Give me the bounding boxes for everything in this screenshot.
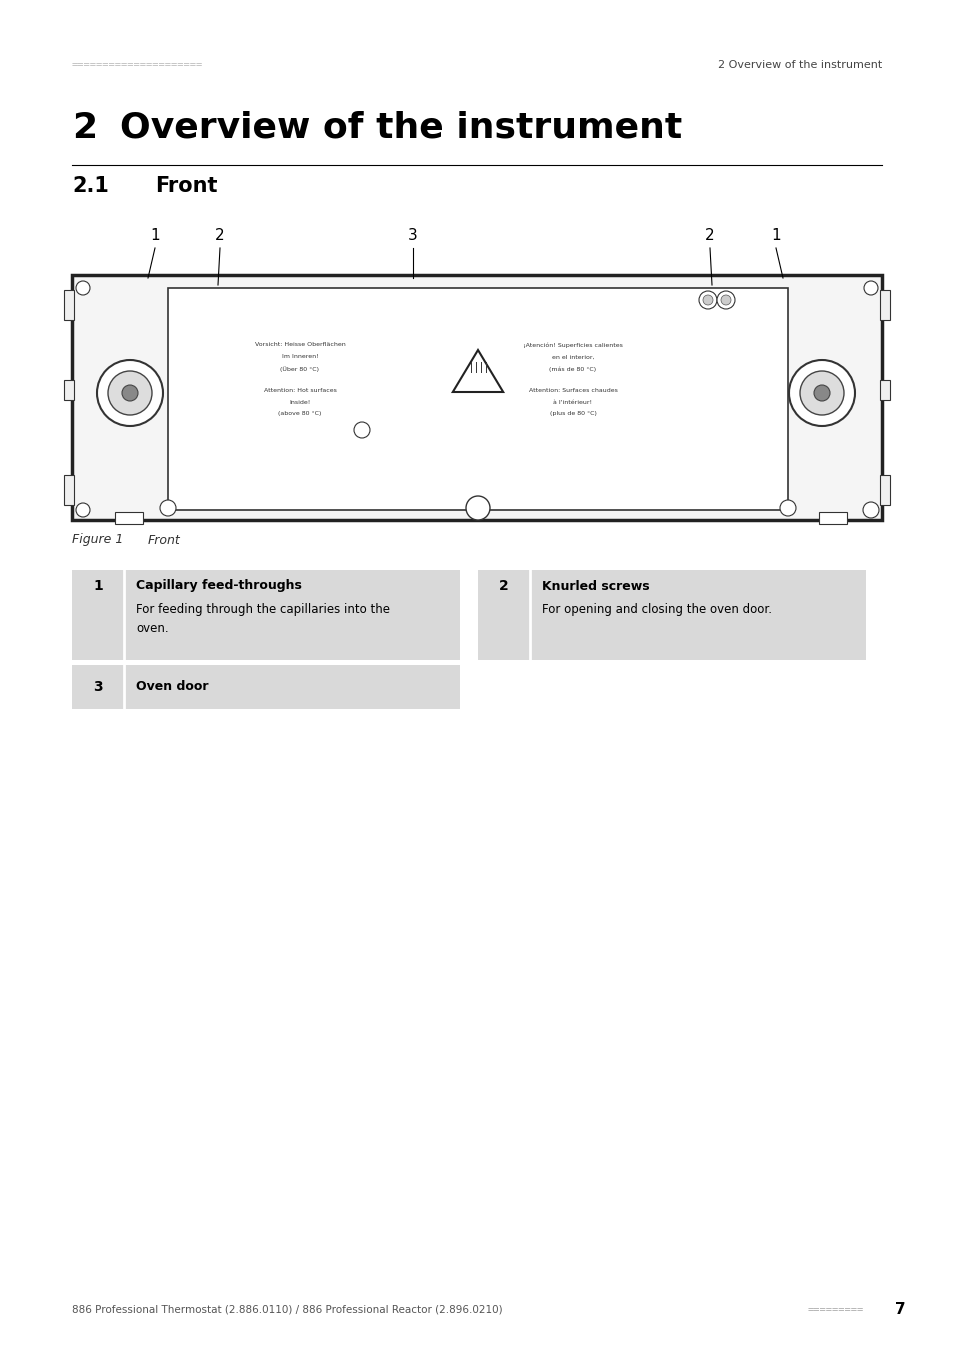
Text: 1: 1 xyxy=(770,228,780,243)
Text: Vorsicht: Heisse Oberflächen: Vorsicht: Heisse Oberflächen xyxy=(254,343,345,347)
Text: 2.1: 2.1 xyxy=(71,176,109,196)
Text: (plus de 80 °C): (plus de 80 °C) xyxy=(549,412,596,417)
Text: 2: 2 xyxy=(71,111,97,144)
Text: =====================: ===================== xyxy=(71,59,203,70)
Bar xyxy=(879,475,889,505)
Text: 1: 1 xyxy=(93,579,103,593)
Text: Figure 1: Figure 1 xyxy=(71,533,123,547)
Text: (Über 80 °C): (Über 80 °C) xyxy=(280,366,319,371)
Text: Front: Front xyxy=(154,176,217,196)
Circle shape xyxy=(813,385,829,401)
Bar xyxy=(879,379,889,400)
Bar xyxy=(71,570,459,660)
Text: 886 Professional Thermostat (2.886.0110) / 886 Professional Reactor (2.896.0210): 886 Professional Thermostat (2.886.0110)… xyxy=(71,1305,502,1315)
Bar xyxy=(115,512,143,524)
Circle shape xyxy=(862,502,878,518)
Text: For opening and closing the oven door.: For opening and closing the oven door. xyxy=(541,603,771,617)
Bar xyxy=(71,666,459,709)
Text: en el interior,: en el interior, xyxy=(551,355,594,359)
Text: Oven door: Oven door xyxy=(136,680,209,694)
Circle shape xyxy=(97,360,163,427)
Text: (más de 80 °C): (más de 80 °C) xyxy=(549,366,596,371)
Text: =========: ========= xyxy=(807,1305,863,1315)
Circle shape xyxy=(160,500,175,516)
Bar xyxy=(64,379,74,400)
Text: 1: 1 xyxy=(150,228,160,243)
Circle shape xyxy=(354,423,370,437)
Text: à l'intérieur!: à l'intérieur! xyxy=(553,400,592,405)
Circle shape xyxy=(108,371,152,414)
Text: 2 Overview of the instrument: 2 Overview of the instrument xyxy=(717,59,882,70)
Text: 2: 2 xyxy=(704,228,714,243)
Bar xyxy=(879,290,889,320)
Bar xyxy=(168,288,787,510)
Bar xyxy=(71,275,882,520)
Bar xyxy=(818,512,846,524)
Circle shape xyxy=(122,385,138,401)
Bar xyxy=(477,570,865,660)
Text: For feeding through the capillaries into the: For feeding through the capillaries into… xyxy=(136,603,390,617)
Circle shape xyxy=(863,281,877,296)
Text: 2: 2 xyxy=(215,228,225,243)
Circle shape xyxy=(699,292,717,309)
Circle shape xyxy=(720,296,730,305)
Text: (above 80 °C): (above 80 °C) xyxy=(278,412,321,417)
Circle shape xyxy=(780,500,795,516)
Circle shape xyxy=(465,495,490,520)
Text: Attention: Hot surfaces: Attention: Hot surfaces xyxy=(263,387,336,393)
Text: 7: 7 xyxy=(894,1303,904,1318)
Text: Front: Front xyxy=(148,533,180,547)
Circle shape xyxy=(800,371,843,414)
Circle shape xyxy=(788,360,854,427)
Text: Overview of the instrument: Overview of the instrument xyxy=(120,111,681,144)
Bar xyxy=(64,475,74,505)
Bar xyxy=(64,290,74,320)
Text: Inside!: Inside! xyxy=(289,400,311,405)
Text: 2: 2 xyxy=(498,579,508,593)
Text: 3: 3 xyxy=(93,680,103,694)
Text: Capillary feed-throughs: Capillary feed-throughs xyxy=(136,579,301,593)
Circle shape xyxy=(717,292,734,309)
Text: ¡Atención! Superficies calientes: ¡Atención! Superficies calientes xyxy=(522,343,622,348)
Text: Im Inneren!: Im Inneren! xyxy=(281,355,318,359)
Text: Knurled screws: Knurled screws xyxy=(541,579,649,593)
Text: oven.: oven. xyxy=(136,621,169,634)
Circle shape xyxy=(702,296,712,305)
Circle shape xyxy=(863,504,877,517)
Polygon shape xyxy=(453,350,502,392)
Circle shape xyxy=(76,504,90,517)
Circle shape xyxy=(76,281,90,296)
Text: 3: 3 xyxy=(408,228,417,243)
Text: Attention: Surfaces chaudes: Attention: Surfaces chaudes xyxy=(528,387,617,393)
